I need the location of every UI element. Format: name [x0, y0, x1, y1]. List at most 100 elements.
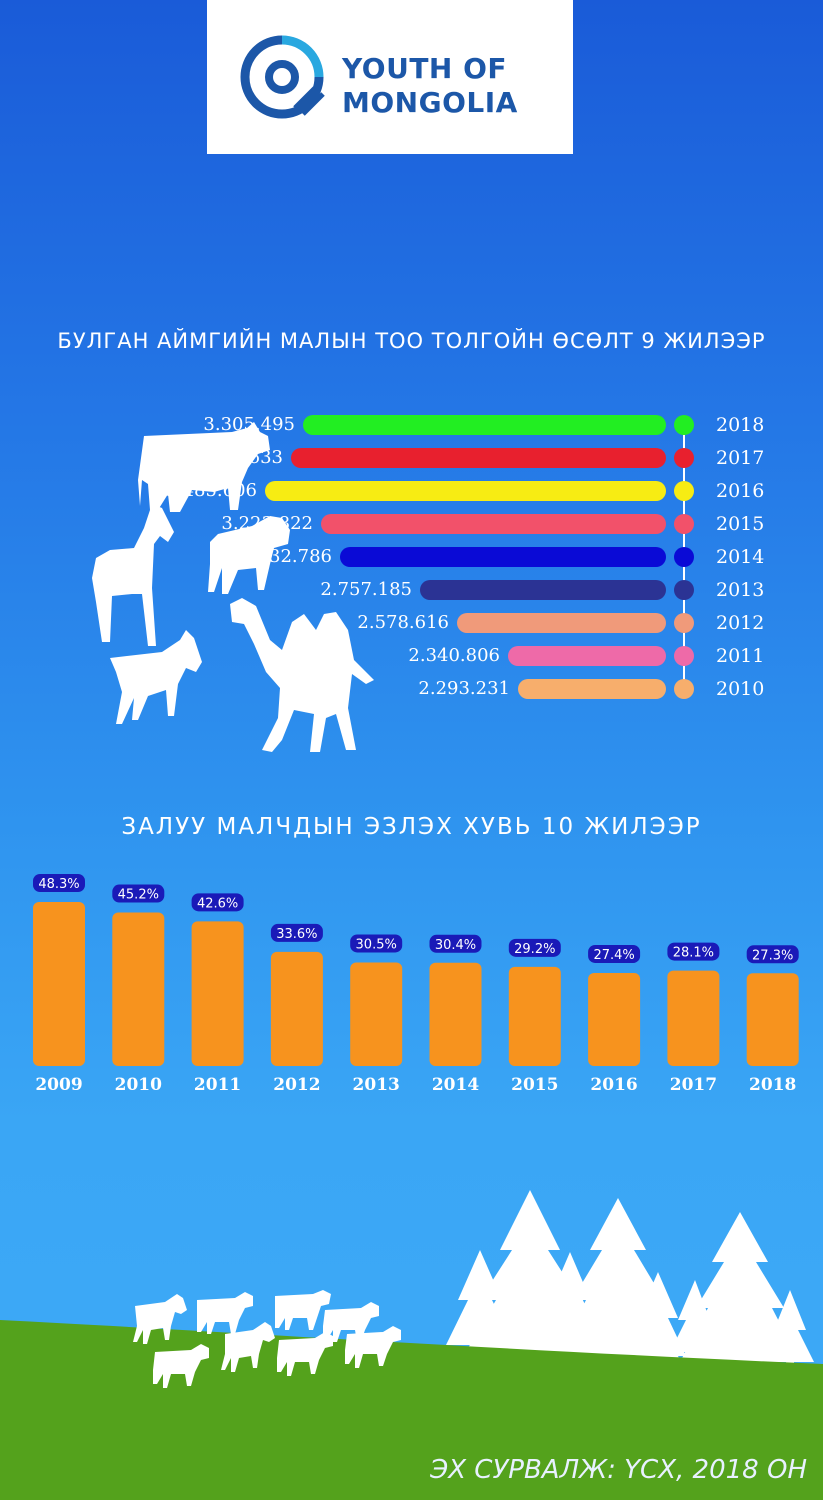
hbar: [303, 415, 666, 435]
hbar-year-label: 2011: [716, 645, 765, 667]
hbar-row: 2.757.185 2013: [0, 578, 823, 602]
vbar-label-pill: [350, 934, 403, 953]
vbar-year-label: 2016: [590, 1075, 637, 1095]
vbar-value-label: 30.5%: [356, 937, 397, 952]
hbar-year-label: 2018: [716, 414, 765, 436]
goat-icon: [133, 1294, 187, 1344]
hbar-dot: [674, 514, 694, 534]
youth-of-mongolia-logo-icon: [240, 35, 325, 119]
hbar: [457, 613, 666, 633]
hbar-value-label: 2.578.616: [357, 612, 449, 633]
chart1-title: БУЛГАН АЙМГИЙН МАЛЫН ТОО ТОЛГОЙН ӨСӨЛТ 9…: [57, 329, 766, 353]
logo-line1: YOUTH OF: [342, 52, 508, 85]
tree-icon: [766, 1290, 814, 1370]
source-note: ЭХ СУРВАЛЖ: ҮСХ, 2018 ОН: [430, 1455, 807, 1485]
sheep-icon: [153, 1344, 209, 1388]
vbar-year-label: 2018: [749, 1075, 796, 1095]
hbar-year-label: 2010: [716, 678, 765, 700]
hbar-row: 2.340.806 2011: [0, 644, 823, 668]
young-herders-vertical-bar-chart: 48.3% 2009 45.2% 2010 42.6% 2011 33.6% 2012 30.5…: [33, 874, 799, 1095]
sheep-icon: [208, 516, 290, 594]
vbar: [112, 912, 165, 1066]
vbar-label-pill: [429, 934, 482, 953]
hbar-dot: [674, 481, 694, 501]
hbar-year-label: 2012: [716, 612, 765, 634]
tree-icon: [630, 1272, 686, 1366]
vbar-year-label: 2010: [115, 1075, 162, 1095]
vbar-value-label: 30.4%: [435, 938, 476, 953]
vbar-label-pill: [667, 942, 720, 961]
hbar-dot: [674, 415, 694, 435]
hbar-row: 3.132.786 2014: [0, 545, 823, 569]
vbar: [746, 973, 799, 1066]
hbar: [340, 547, 666, 567]
vbar-value-label: 27.3%: [752, 948, 793, 963]
hbar-year-label: 2013: [716, 579, 765, 601]
vbar: [588, 972, 641, 1066]
hbar: [518, 679, 666, 699]
vbar: [33, 902, 85, 1066]
grazing-flock: [133, 1290, 401, 1388]
green-hill: [0, 1320, 823, 1500]
livestock-silhouettes: [92, 422, 374, 752]
sheep-icon: [345, 1326, 401, 1368]
hbar: [420, 580, 666, 600]
hbar-dot: [674, 580, 694, 600]
vbar-value-label: 42.6%: [197, 896, 238, 911]
hbar-dot: [674, 613, 694, 633]
vbar-value-label: 45.2%: [118, 888, 159, 903]
vbar-label-pill: [746, 945, 799, 964]
hbar-year-label: 2016: [716, 480, 765, 502]
hbar-value-label: 3.223.822: [221, 513, 313, 534]
vbar-value-label: 28.1%: [673, 946, 714, 961]
vbar-label-pill: [508, 938, 561, 957]
horse-icon: [92, 504, 174, 646]
hbar: [265, 481, 666, 501]
hbar-year-label: 2017: [716, 447, 765, 469]
cow-icon: [138, 422, 270, 512]
sheep-icon: [275, 1290, 331, 1330]
hbar-row: 3.223.822 2015: [0, 512, 823, 536]
vbar-label-pill: [112, 884, 165, 903]
vbar-value-label: 48.3%: [38, 877, 79, 892]
hbar-year-label: 2015: [716, 513, 765, 535]
vbar-label-pill: [588, 944, 641, 963]
vbar-value-label: 29.2%: [514, 942, 555, 957]
vbar: [191, 921, 244, 1066]
hbar-value-label: 3.132.786: [240, 546, 332, 567]
hbar: [291, 448, 666, 468]
hbar-value-label: 2.340.806: [408, 645, 500, 666]
hbar-row: 3.485.606 2016: [0, 479, 823, 503]
hbar-dot: [674, 448, 694, 468]
hbar-row: 2.293.231 2010: [0, 677, 823, 701]
sheep-icon: [197, 1292, 253, 1334]
hbar-value-label: 3.485.606: [165, 480, 257, 501]
vbar-year-label: 2015: [511, 1075, 558, 1095]
vbar-year-label: 2009: [35, 1075, 82, 1095]
hbar-row: 2.578.616 2012: [0, 611, 823, 635]
vbar-year-label: 2014: [432, 1075, 479, 1095]
vbar: [350, 962, 403, 1066]
logo-line2: MONGOLIA: [342, 86, 518, 119]
hbar: [321, 514, 666, 534]
hbar-year-label: 2014: [716, 546, 765, 568]
hbar-value-label: 3.305.495: [203, 414, 295, 435]
sheep-icon: [277, 1332, 333, 1376]
goat-icon: [110, 630, 202, 724]
logo: YOUTH OF MONGOLIA: [207, 0, 573, 154]
vbar-label-pill: [270, 923, 323, 942]
vbar: [270, 951, 323, 1066]
vbar-label-pill: [191, 893, 244, 912]
vbar: [429, 962, 482, 1066]
tree-icon: [542, 1252, 598, 1342]
vbar-value-label: 27.4%: [593, 948, 634, 963]
forest-decoration: [446, 1190, 814, 1376]
hbar-dot: [674, 679, 694, 699]
tree-icon: [670, 1280, 718, 1360]
vbar-year-label: 2013: [353, 1075, 400, 1095]
goat-icon: [221, 1322, 275, 1372]
vbar-year-label: 2011: [194, 1075, 241, 1095]
vbar: [667, 970, 720, 1066]
hbar-row: 3.361.633 2017: [0, 446, 823, 470]
vbar: [508, 966, 561, 1066]
